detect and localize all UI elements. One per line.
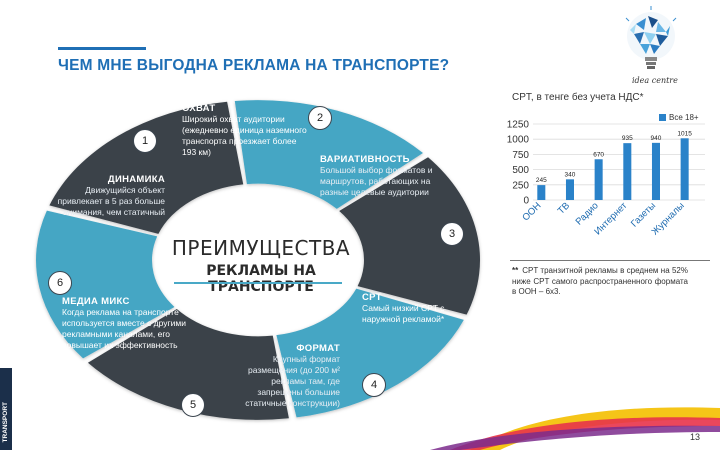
page-title: ЧЕМ МНЕ ВЫГОДНА РЕКЛАМА НА ТРАНСПОРТЕ?	[58, 57, 450, 74]
y-tick-label: 750	[512, 150, 529, 161]
center-title-rule	[174, 282, 342, 284]
segment-text: Самый низкий CPT с наружной рекламой*	[362, 303, 445, 324]
segment-heading: ОХВАТ	[182, 103, 216, 114]
legend-label: Все 18+	[669, 113, 699, 122]
data-label: 940	[651, 135, 662, 142]
page-number: 13	[690, 432, 701, 442]
bar	[651, 142, 660, 200]
segment-text: Широкий охват аудитории (ежедневно едини…	[182, 114, 307, 157]
segment-reach-shape	[234, 100, 423, 209]
segment-heading: ДИНАМИКА	[107, 174, 165, 185]
center-title-line-1: ПРЕИМУЩЕСТВА	[171, 236, 351, 260]
segment-cpt-shape	[276, 288, 464, 418]
y-tick-label: 1000	[507, 135, 530, 146]
side-label: TRANSPORT	[0, 368, 12, 450]
segment-heading: CPT	[362, 292, 382, 303]
center-title: ПРЕИМУЩЕСТВА РЕКЛАМЫ НА ТРАНСПОРТЕ	[166, 236, 356, 295]
decorative-swoosh	[430, 407, 720, 450]
segment-format: ФОРМАТ Крупный формат размещения (до 200…	[225, 343, 340, 409]
bar	[565, 179, 574, 200]
bar	[623, 143, 632, 200]
segment-number-badge: 4	[362, 373, 386, 397]
segment-media-mix: МЕДИА МИКС Когда реклама на транспорте и…	[62, 296, 194, 351]
bar	[594, 159, 603, 200]
segment-dynamics-shape	[49, 101, 244, 234]
cpt-bar-chart: 025050075010001250245ООН340ТВ670Радио935…	[507, 113, 705, 237]
y-tick-label: 1250	[507, 120, 530, 131]
segment-number-badge: 2	[308, 106, 332, 130]
title-accent-rule	[58, 47, 146, 50]
data-label: 1015	[677, 130, 692, 137]
y-tick-label: 250	[512, 180, 529, 191]
segment-heading: ФОРМАТ	[296, 343, 340, 354]
segment-heading: МЕДИА МИКС	[62, 296, 130, 307]
logo-text: idea centre	[632, 76, 678, 85]
segment-text: Движущийся объект привлекает в 5 раз бол…	[57, 185, 165, 217]
x-tick-label: Радио	[574, 200, 601, 227]
lightbulb-logo	[596, 4, 706, 94]
footnote: ** CPT транзитной рекламы в среднем на 52…	[512, 266, 688, 298]
footnote-text: CPT транзитной рекламы в среднем на 52% …	[512, 266, 688, 296]
bar	[537, 185, 546, 200]
segment-number-badge: 6	[48, 271, 72, 295]
segment-variability-shape	[339, 157, 481, 315]
segment-media-mix-shape	[35, 210, 175, 359]
segment-text: Когда реклама на транспорте используется…	[62, 307, 186, 350]
segment-cpt: CPT Самый низкий CPT с наружной рекламой…	[362, 292, 462, 325]
advantages-ring	[35, 100, 481, 420]
legend-swatch	[659, 114, 666, 121]
data-label: 935	[622, 135, 633, 142]
y-tick-label: 500	[512, 165, 529, 176]
data-label: 340	[565, 171, 576, 178]
footnote-mark: **	[512, 266, 519, 275]
segment-text: Крупный формат размещения (до 200 м² рек…	[245, 354, 340, 408]
segment-reach: ОХВАТ Широкий охват аудитории (ежедневно…	[182, 103, 310, 158]
segment-heading: ВАРИАТИВНОСТЬ	[320, 154, 410, 165]
lightbulb-icon	[625, 6, 677, 69]
segment-text: Большой выбор форматов и маршрутов, рабо…	[320, 165, 433, 197]
segment-number-badge: 5	[181, 393, 205, 417]
segment-dynamics: ДИНАМИКА Движущийся объект привлекает в …	[55, 174, 165, 218]
segment-number-badge: 1	[133, 129, 157, 153]
segment-format-shape	[87, 309, 289, 420]
y-tick-label: 0	[523, 196, 529, 207]
x-tick-label: ТВ	[556, 200, 572, 216]
bar	[680, 138, 689, 200]
center-title-line-2: РЕКЛАМЫ НА ТРАНСПОРТЕ	[206, 263, 316, 295]
chart-title: CPT, в тенге без учета НДС*	[512, 92, 644, 103]
segment-number-badge: 3	[440, 222, 464, 246]
data-label: 245	[536, 177, 547, 184]
data-label: 670	[593, 151, 604, 158]
side-label-text: TRANSPORT	[2, 401, 9, 442]
segment-variability: ВАРИАТИВНОСТЬ Большой выбор форматов и м…	[320, 154, 442, 198]
chart-divider	[510, 260, 710, 261]
